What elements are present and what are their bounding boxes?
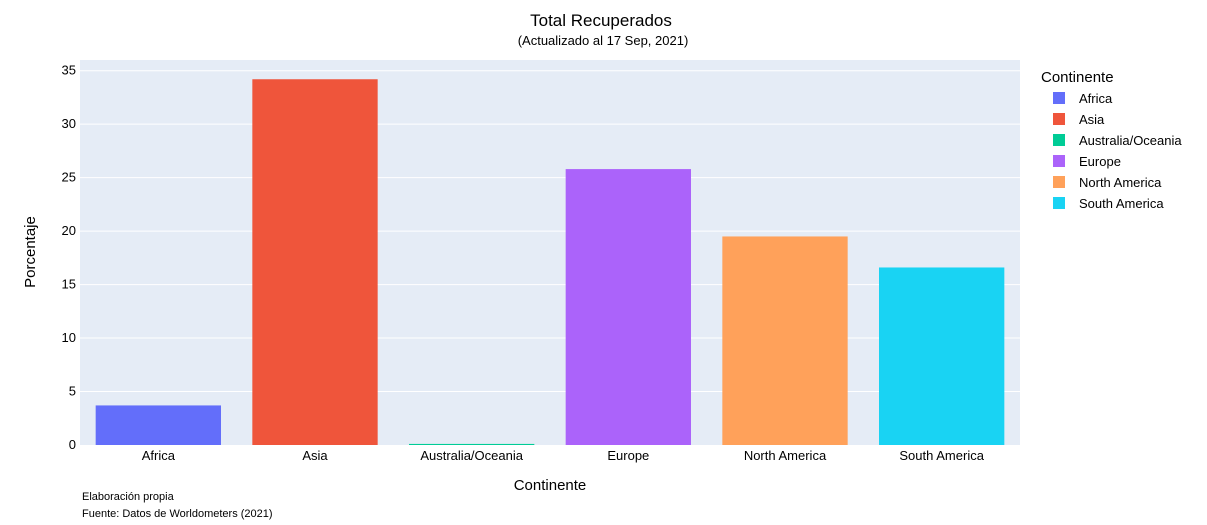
bar-south-america[interactable]	[879, 267, 1005, 445]
legend-label: Europe	[1079, 154, 1121, 169]
x-tick-label: Africa	[142, 448, 176, 463]
chart-title: Total Recuperados	[530, 11, 672, 30]
y-tick-label: 0	[69, 437, 76, 452]
legend-label: South America	[1079, 196, 1164, 211]
legend-swatch	[1053, 176, 1065, 188]
legend-item-africa[interactable]: Africa	[1053, 91, 1113, 106]
x-tick-label: North America	[744, 448, 827, 463]
legend-label: Australia/Oceania	[1079, 133, 1182, 148]
y-axis-title: Porcentaje	[22, 216, 39, 288]
x-tick-label: Europe	[607, 448, 649, 463]
note-elaboracion: Elaboración propia	[82, 491, 175, 503]
chart-subtitle: (Actualizado al 17 Sep, 2021)	[518, 33, 689, 48]
bar-africa[interactable]	[95, 405, 221, 445]
y-tick-label: 35	[62, 63, 76, 78]
note-fuente: Fuente: Datos de Worldometers (2021)	[82, 508, 273, 520]
y-tick-label: 30	[62, 116, 76, 131]
bar-australia-oceania[interactable]	[409, 443, 535, 445]
x-axis-title: Continente	[514, 477, 587, 494]
legend-swatch	[1053, 155, 1065, 167]
legend-label: North America	[1079, 175, 1162, 190]
y-tick-label: 5	[69, 384, 76, 399]
bar-north-america[interactable]	[722, 236, 848, 445]
legend-label: Africa	[1079, 91, 1113, 106]
y-tick-label: 25	[62, 170, 76, 185]
legend-item-europe[interactable]: Europe	[1053, 154, 1121, 169]
legend-item-north-america[interactable]: North America	[1053, 175, 1162, 190]
bar-asia[interactable]	[252, 79, 378, 445]
y-tick-label: 10	[62, 330, 76, 345]
legend-item-australia-oceania[interactable]: Australia/Oceania	[1053, 133, 1182, 148]
legend-swatch	[1053, 113, 1065, 125]
y-tick-label: 20	[62, 223, 76, 238]
bars	[95, 79, 1005, 446]
x-tick-label: South America	[899, 448, 984, 463]
legend-item-asia[interactable]: Asia	[1053, 112, 1105, 127]
y-tick-labels: 0 5 10 15 20 25 30 35	[62, 63, 76, 452]
bar-europe[interactable]	[565, 169, 691, 446]
gridlines	[80, 70, 1020, 393]
legend-item-south-america[interactable]: South America	[1053, 196, 1164, 211]
x-tick-label: Asia	[302, 448, 328, 463]
legend-title: Continente	[1041, 69, 1114, 86]
legend-label: Asia	[1079, 112, 1105, 127]
legend[interactable]: Continente Africa Asia Australia/Oceania Eu…	[1041, 69, 1182, 211]
legend-swatch	[1053, 197, 1065, 209]
y-tick-label: 15	[62, 277, 76, 292]
x-tick-label: Australia/Oceania	[420, 448, 523, 463]
x-tick-labels: Africa Asia Australia/Oceania Europe North A…	[142, 448, 985, 463]
legend-swatch	[1053, 92, 1065, 104]
legend-swatch	[1053, 134, 1065, 146]
